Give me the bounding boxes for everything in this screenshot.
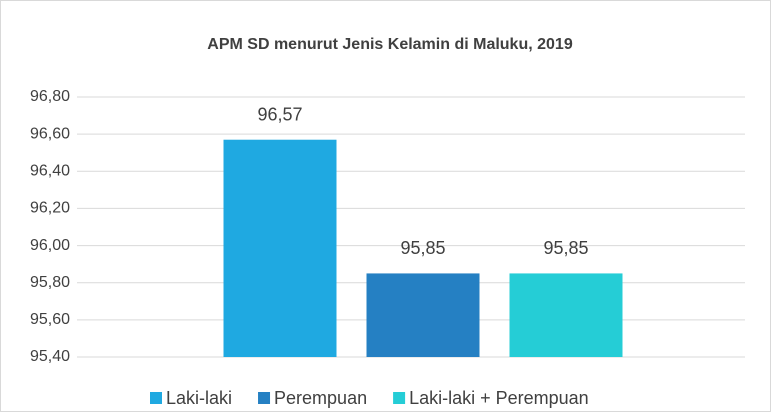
y-tick-label: 96,20 — [30, 200, 70, 217]
legend-label: Perempuan — [274, 388, 367, 408]
y-tick-label: 95,60 — [30, 311, 70, 328]
y-tick-label: 96,80 — [30, 88, 70, 105]
value-label: 95,85 — [400, 238, 445, 258]
legend-label: Laki-laki + Perempuan — [409, 388, 589, 408]
y-tick-label: 95,40 — [30, 348, 70, 365]
bar — [509, 273, 623, 357]
legend-swatch — [150, 392, 162, 404]
y-tick-label: 95,80 — [30, 274, 70, 291]
chart-title: APM SD menurut Jenis Kelamin di Maluku, … — [207, 36, 573, 53]
legend-swatch — [393, 392, 406, 404]
y-tick-label: 96,00 — [30, 237, 70, 254]
value-label: 96,57 — [257, 104, 302, 124]
bar — [366, 273, 480, 357]
y-tick-label: 96,60 — [30, 125, 70, 142]
legend-swatch — [258, 392, 271, 404]
value-label: 95,85 — [543, 238, 588, 258]
legend-label: Laki-laki — [166, 388, 232, 408]
bar — [223, 139, 337, 357]
y-tick-label: 96,40 — [30, 163, 70, 180]
